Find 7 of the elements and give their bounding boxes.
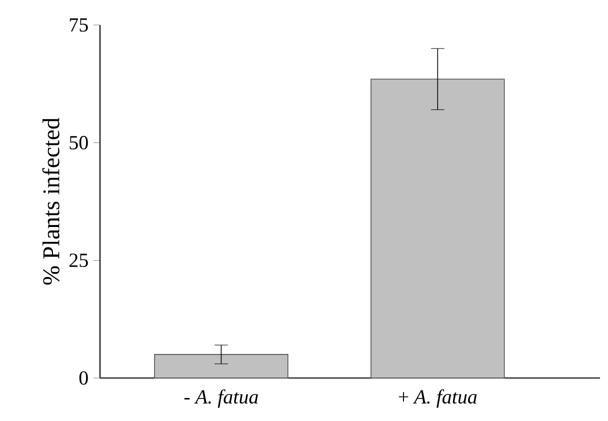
x-tick-label: + A. fatua	[398, 389, 477, 408]
y-axis-title: % Plants infected	[42, 118, 60, 285]
y-tick-label: 0	[79, 371, 88, 385]
y-tick-label: 75	[70, 18, 88, 32]
x-tick-label: - A. fatua	[184, 389, 258, 408]
y-tick-label: 50	[70, 136, 88, 150]
y-tick-label: 25	[70, 254, 88, 268]
